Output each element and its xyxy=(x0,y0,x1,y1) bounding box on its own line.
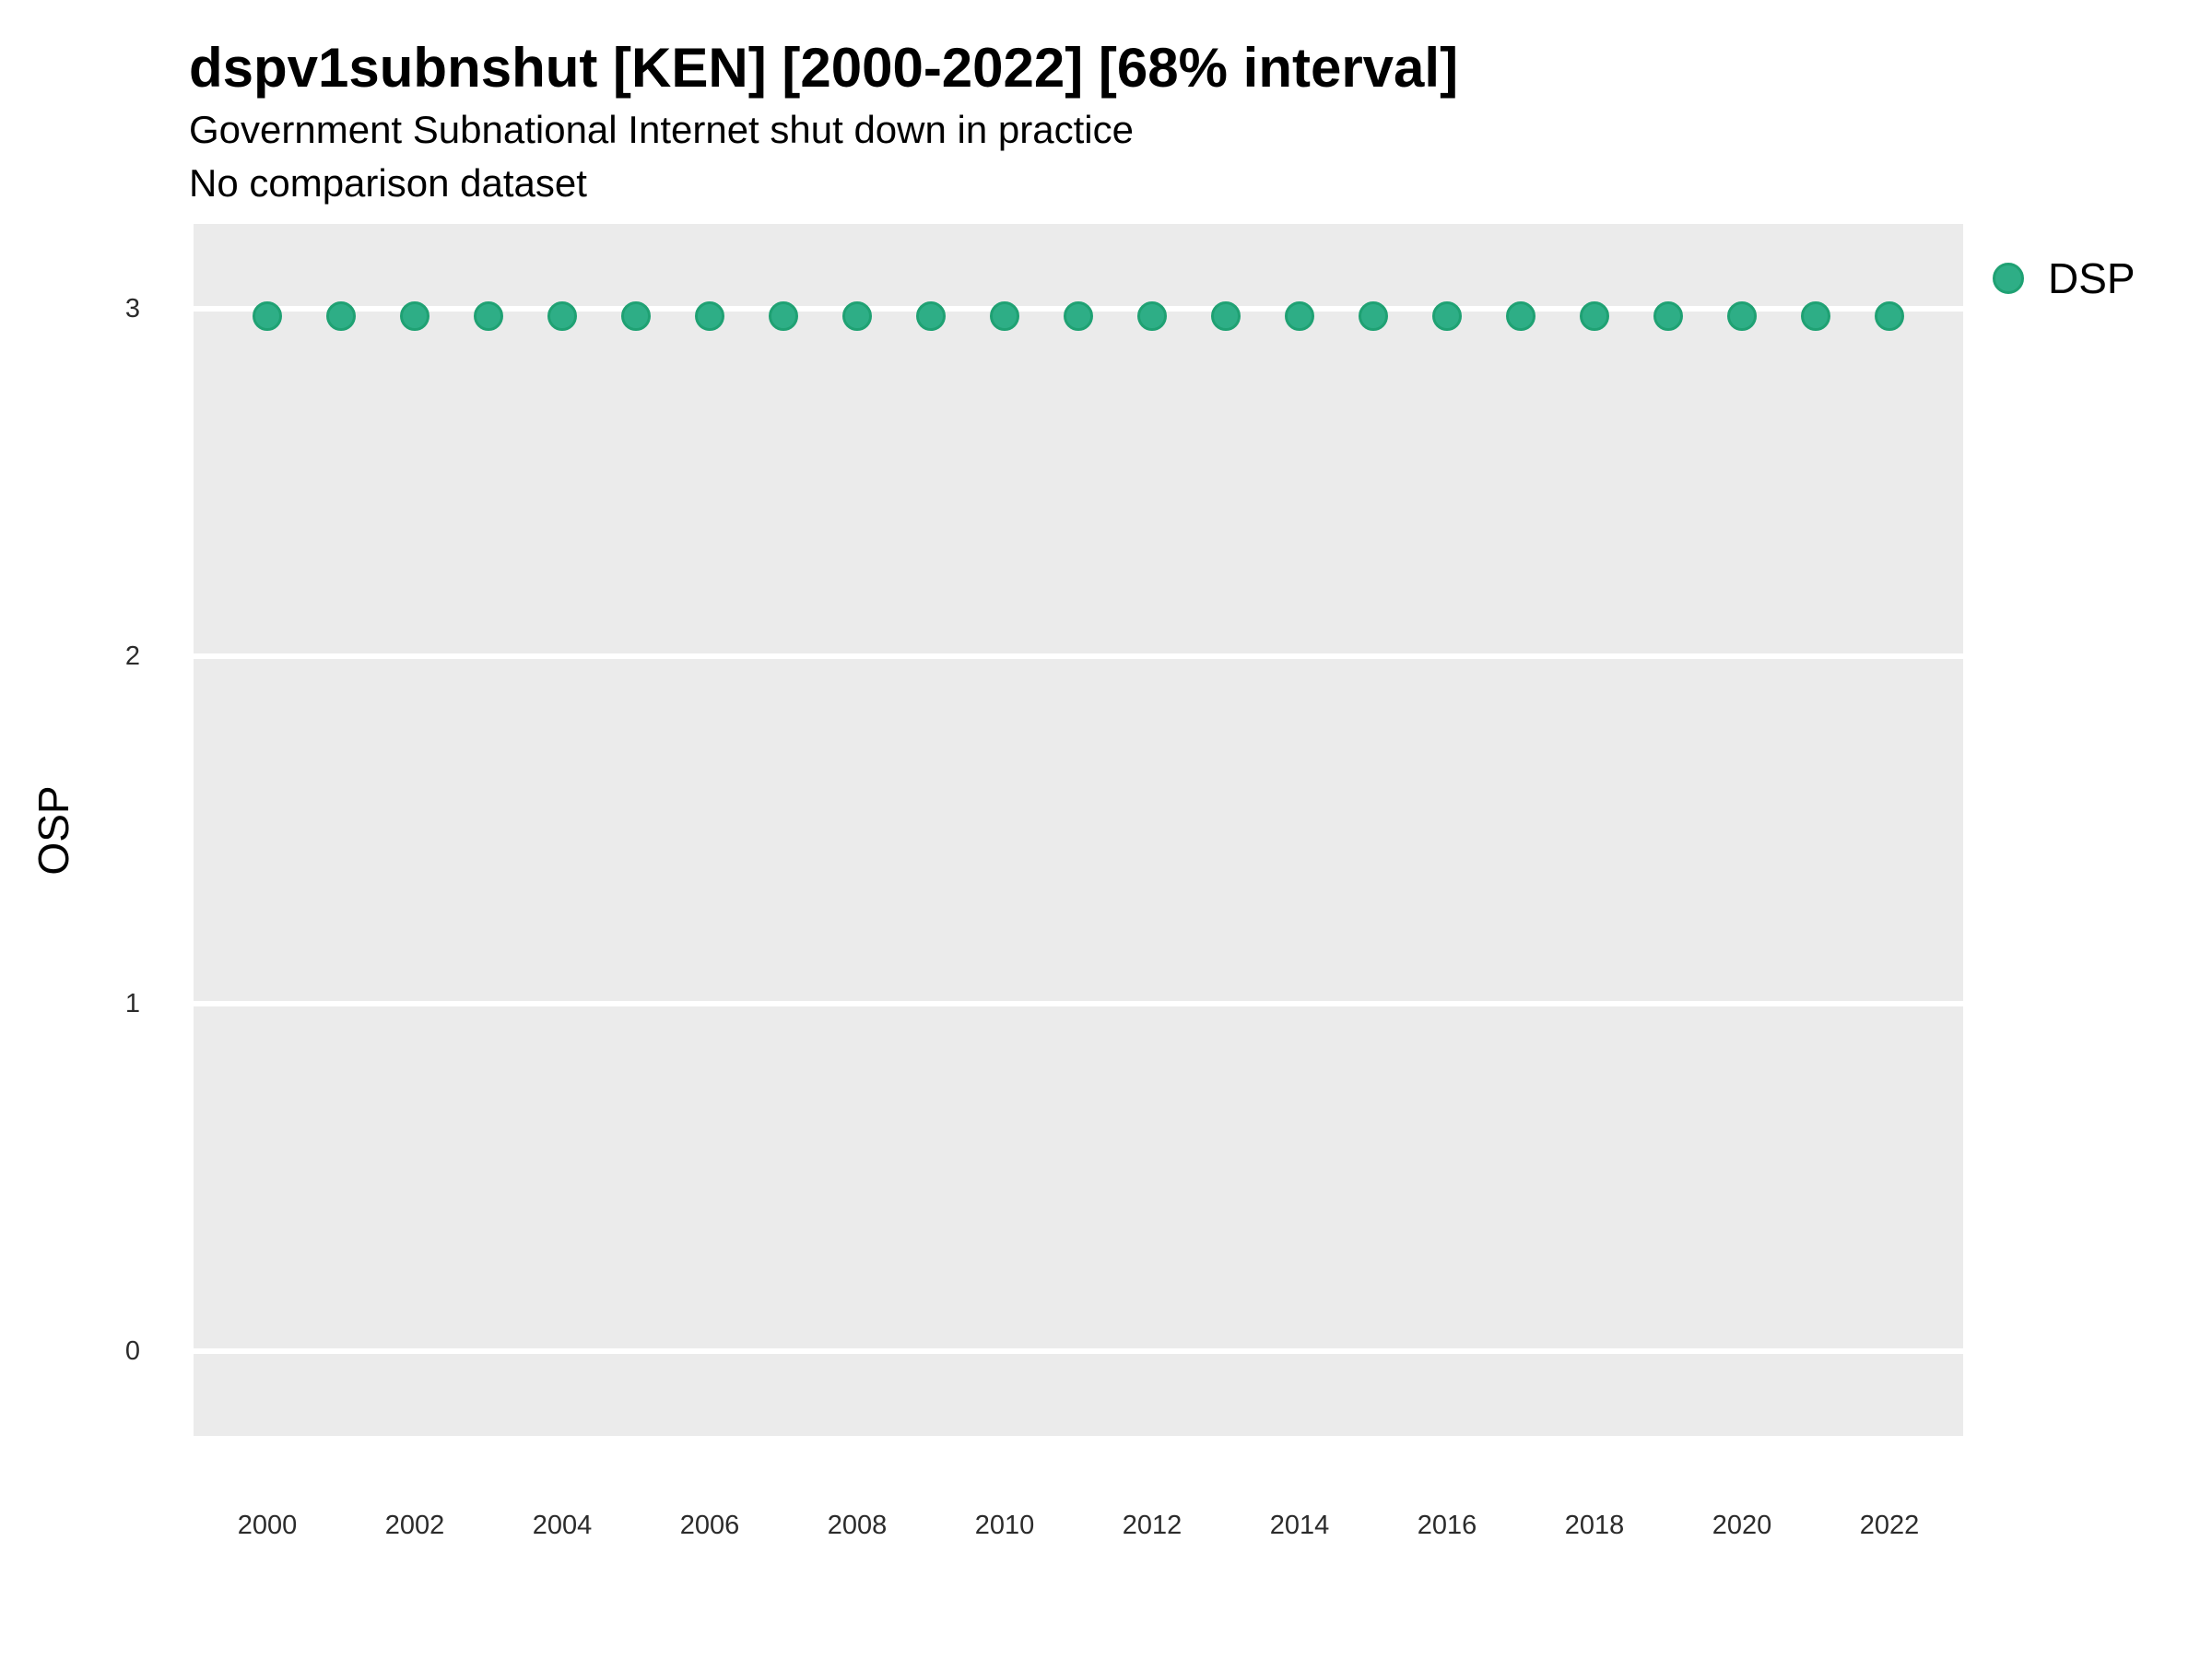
chart-subtitle: Government Subnational Internet shut dow… xyxy=(189,108,1134,151)
chart-title: dspv1subnshut [KEN] [2000-2022] [68% int… xyxy=(189,37,1459,99)
data-point-dsp-2011 xyxy=(1064,300,1093,331)
y-axis-title: OSP xyxy=(29,785,77,876)
x-tick-label-2008: 2008 xyxy=(827,1511,888,1540)
x-tick-label-2010: 2010 xyxy=(974,1511,1035,1540)
data-point-dsp-2006 xyxy=(695,300,724,331)
legend-dsp-swatch-icon xyxy=(1993,263,2024,294)
y-tick-label-2: 2 xyxy=(124,641,140,671)
legend: DSP xyxy=(1993,257,2136,300)
data-point-dsp-2008 xyxy=(842,300,872,331)
data-point-dsp-2003 xyxy=(474,300,503,331)
gridline-y-1 xyxy=(194,1001,1963,1006)
x-tick-label-2000: 2000 xyxy=(237,1511,298,1540)
data-point-dsp-2017 xyxy=(1506,300,1535,331)
x-tick-label-2006: 2006 xyxy=(679,1511,740,1540)
gridline-y-2 xyxy=(194,653,1963,659)
x-tick-label-2012: 2012 xyxy=(1122,1511,1182,1540)
legend-dsp-label: DSP xyxy=(2048,254,2136,302)
data-point-dsp-2007 xyxy=(769,300,798,331)
y-tick-label-0: 0 xyxy=(124,1336,140,1366)
data-point-dsp-2016 xyxy=(1432,300,1462,331)
data-point-dsp-2013 xyxy=(1211,300,1241,331)
data-point-dsp-2012 xyxy=(1137,300,1167,331)
x-tick-label-2004: 2004 xyxy=(532,1511,593,1540)
y-tick-label-1: 1 xyxy=(124,989,140,1018)
y-tick-label-3: 3 xyxy=(124,294,140,324)
data-point-dsp-2015 xyxy=(1359,300,1388,331)
x-tick-label-2022: 2022 xyxy=(1859,1511,1920,1540)
data-point-dsp-2001 xyxy=(326,300,356,331)
data-point-dsp-2020 xyxy=(1727,300,1757,331)
x-tick-label-2018: 2018 xyxy=(1564,1511,1625,1540)
comparison-note: No comparison dataset xyxy=(189,161,587,205)
data-point-dsp-2022 xyxy=(1875,300,1904,331)
x-tick-label-2014: 2014 xyxy=(1269,1511,1330,1540)
data-point-dsp-2010 xyxy=(990,300,1019,331)
data-point-dsp-2021 xyxy=(1801,300,1830,331)
data-point-dsp-2004 xyxy=(547,300,577,331)
x-tick-label-2020: 2020 xyxy=(1712,1511,1772,1540)
data-point-dsp-2000 xyxy=(253,300,282,331)
plot-panel xyxy=(194,224,1963,1436)
data-point-dsp-2009 xyxy=(916,300,946,331)
x-tick-label-2016: 2016 xyxy=(1417,1511,1477,1540)
data-point-dsp-2018 xyxy=(1580,300,1609,331)
data-point-dsp-2014 xyxy=(1285,300,1314,331)
data-point-dsp-2005 xyxy=(621,300,651,331)
data-point-dsp-2002 xyxy=(400,300,429,331)
x-tick-label-2002: 2002 xyxy=(384,1511,445,1540)
gridline-y-0 xyxy=(194,1348,1963,1354)
data-point-dsp-2019 xyxy=(1653,300,1683,331)
